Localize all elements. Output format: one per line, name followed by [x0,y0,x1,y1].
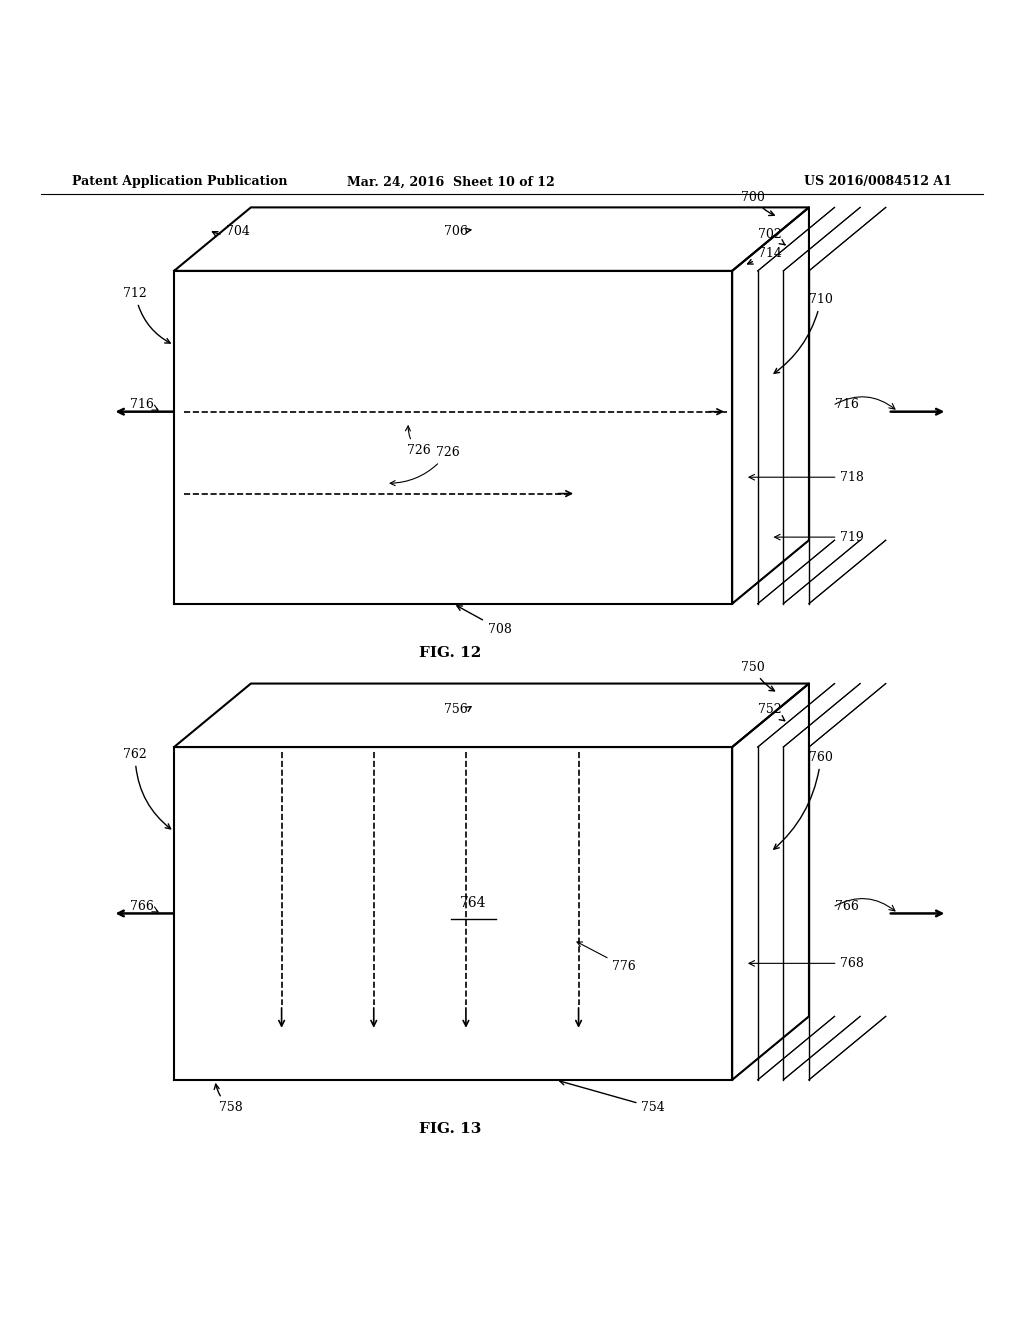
Text: FIG. 12: FIG. 12 [420,645,481,660]
Text: 776: 776 [577,942,636,973]
Text: 726: 726 [406,426,430,457]
Text: 756: 756 [443,702,471,715]
Text: FIG. 13: FIG. 13 [420,1122,481,1137]
Text: 719: 719 [840,531,863,544]
Text: 704: 704 [212,226,250,239]
Text: 760: 760 [774,751,833,849]
Text: 762: 762 [123,747,171,829]
Text: 708: 708 [457,606,512,636]
Text: 702: 702 [758,227,785,246]
Text: 716: 716 [835,399,858,411]
Text: 764: 764 [461,896,486,911]
Text: 750: 750 [740,661,774,690]
Text: 706: 706 [443,226,471,239]
Text: 716: 716 [130,399,154,411]
Text: 710: 710 [774,293,833,374]
Text: US 2016/0084512 A1: US 2016/0084512 A1 [805,176,952,189]
Text: 700: 700 [740,190,774,215]
Text: 726: 726 [390,446,460,486]
Text: Patent Application Publication: Patent Application Publication [72,176,287,189]
Text: 754: 754 [560,1080,666,1114]
Text: 712: 712 [123,286,170,343]
Text: 766: 766 [130,900,154,912]
Text: 714: 714 [748,247,781,264]
Text: 752: 752 [758,702,784,721]
Text: 766: 766 [835,900,858,912]
Text: Mar. 24, 2016  Sheet 10 of 12: Mar. 24, 2016 Sheet 10 of 12 [347,176,554,189]
Text: 768: 768 [840,957,863,970]
Text: 758: 758 [214,1084,243,1114]
Text: 718: 718 [840,471,863,483]
